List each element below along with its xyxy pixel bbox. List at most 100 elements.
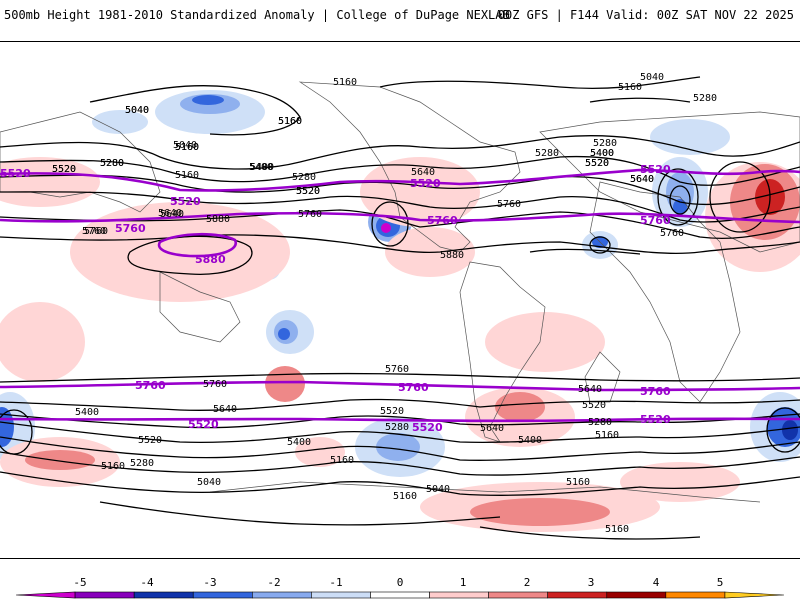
- colorbar-swatch: [133, 591, 194, 599]
- contour-label: 5040: [426, 484, 450, 495]
- contour-label: 5760: [84, 226, 108, 237]
- anomaly-colorbar: -5 -4 -3 -2 -1 0 1 2 3 4 5: [0, 572, 800, 600]
- contour-label: 5040: [125, 105, 149, 116]
- height-contour-labels: 5160 5040 5160 5280 5040 5160 5280 5400 …: [52, 72, 717, 535]
- colorbar-swatch: [74, 591, 135, 599]
- purple-label: 5760: [398, 381, 429, 394]
- contour-label: 5400: [287, 437, 311, 448]
- contour-label: 5640: [160, 209, 184, 220]
- colorbar-swatch: [370, 591, 430, 599]
- contour-label: 5280: [693, 93, 717, 104]
- colorbar-tick-label: 1: [459, 576, 467, 589]
- colorbar-tick-label: -3: [203, 576, 217, 589]
- contour-label: 5640: [480, 423, 504, 434]
- contour-label: 5280: [100, 158, 124, 169]
- contour-label: 5040: [640, 72, 664, 83]
- contour-label: 5280: [130, 458, 154, 469]
- contour-label: 5760: [203, 379, 227, 390]
- colorbar-swatch: [15, 591, 76, 599]
- contour-label: 5640: [158, 208, 182, 219]
- colorbar-swatch: [606, 591, 667, 599]
- colorbar-tick-label: 0: [396, 576, 404, 589]
- colorbar-swatch: [192, 591, 253, 599]
- contour-label: 5160: [333, 77, 357, 88]
- contour-label: 5160: [605, 524, 629, 535]
- contour-label: 5160: [566, 477, 590, 488]
- purple-label: 5760: [115, 222, 146, 235]
- purple-label: 5760: [640, 214, 671, 227]
- contour-label: 5400: [250, 162, 274, 173]
- contour-label: 5280: [385, 422, 409, 433]
- contour-label: 5520: [296, 186, 320, 197]
- contour-label: 5280: [535, 148, 559, 159]
- model-run-info: 00Z GFS | F144 Valid: 00Z SAT NOV 22 202…: [497, 8, 794, 22]
- purple-contours: [0, 168, 800, 423]
- map-title: 500mb Height 1981-2010 Standardized Anom…: [4, 8, 510, 22]
- colorbar-tick-label: -5: [73, 576, 87, 589]
- contour-label: 5520: [52, 164, 76, 175]
- contour-label: 5280: [593, 138, 617, 149]
- purple-label: 5760: [640, 385, 671, 398]
- colorbar-tick-label: 5: [716, 576, 724, 589]
- purple-label: 5760: [135, 379, 166, 392]
- contour-label: 5760: [385, 364, 409, 375]
- contour-label: 5520: [296, 186, 320, 197]
- contour-label: 5040: [197, 477, 221, 488]
- contour-label: 5160: [330, 455, 354, 466]
- contour-label: 5520: [52, 164, 76, 175]
- contour-label: 5280: [588, 417, 612, 428]
- contour-label: 5160: [393, 491, 417, 502]
- contour-label: 5400: [518, 435, 542, 446]
- anomaly-map: 5520 5520 5760 5880 5520 5760 5520 5760 …: [0, 41, 800, 559]
- colorbar-tick-label: 3: [587, 576, 595, 589]
- contour-label: 5400: [590, 148, 614, 159]
- colorbar-swatch: [488, 591, 548, 599]
- purple-label: 5880: [195, 253, 226, 266]
- contour-label: 5400: [75, 407, 99, 418]
- contour-label: 5520: [585, 158, 609, 169]
- purple-label: 5520: [410, 177, 441, 190]
- purple-contour-labels: 5520 5520 5760 5880 5520 5760 5520 5760 …: [0, 163, 671, 434]
- colorbar-swatch: [547, 591, 608, 599]
- purple-label: 5520: [412, 421, 443, 434]
- contour-label: 5640: [630, 174, 654, 185]
- purple-label: 5760: [427, 214, 458, 227]
- contour-label: 5880: [206, 214, 230, 225]
- contour-label: 5160: [595, 430, 619, 441]
- contour-label: 5520: [585, 158, 609, 169]
- contour-label: 5760: [497, 199, 521, 210]
- contour-label: 5760: [82, 226, 106, 237]
- contour-label: 5760: [298, 209, 322, 220]
- colorbar-swatches: [15, 591, 785, 599]
- colorbar-swatch: [429, 591, 489, 599]
- contour-label: 5160: [618, 82, 642, 93]
- contour-label: 5160: [278, 116, 302, 127]
- colorbar-tick-label: 4: [652, 576, 660, 589]
- colorbar-tick-label: -2: [267, 576, 281, 589]
- purple-label: 5520: [170, 195, 201, 208]
- contour-label: 5160: [278, 116, 302, 127]
- purple-label: 5520: [0, 167, 31, 180]
- contour-label: 5040: [173, 140, 197, 151]
- purple-label: 5520: [640, 163, 671, 176]
- colorbar-tick-label: -1: [329, 576, 343, 589]
- colorbar-tick-label: -4: [140, 576, 154, 589]
- colorbar-swatch: [724, 591, 785, 599]
- contour-label: 5040: [125, 105, 149, 116]
- contour-label: 5520: [380, 406, 404, 417]
- contour-label: 5880: [440, 250, 464, 261]
- contour-label: 5160: [175, 142, 199, 153]
- purple-label: 5520: [188, 418, 219, 431]
- contour-label: 5160: [175, 142, 199, 153]
- contour-label: 5520: [138, 435, 162, 446]
- contour-label: 5280: [100, 158, 124, 169]
- contour-label: 5280: [292, 172, 316, 183]
- contour-label: 5640: [213, 404, 237, 415]
- contour-label: 5400: [590, 148, 614, 159]
- contour-label: 5400: [249, 162, 273, 173]
- anomaly-shading: [0, 90, 800, 532]
- colorbar-swatch: [665, 591, 726, 599]
- height-contours: [0, 76, 800, 540]
- contour-label: 5640: [578, 384, 602, 395]
- purple-label: 5520: [640, 413, 671, 426]
